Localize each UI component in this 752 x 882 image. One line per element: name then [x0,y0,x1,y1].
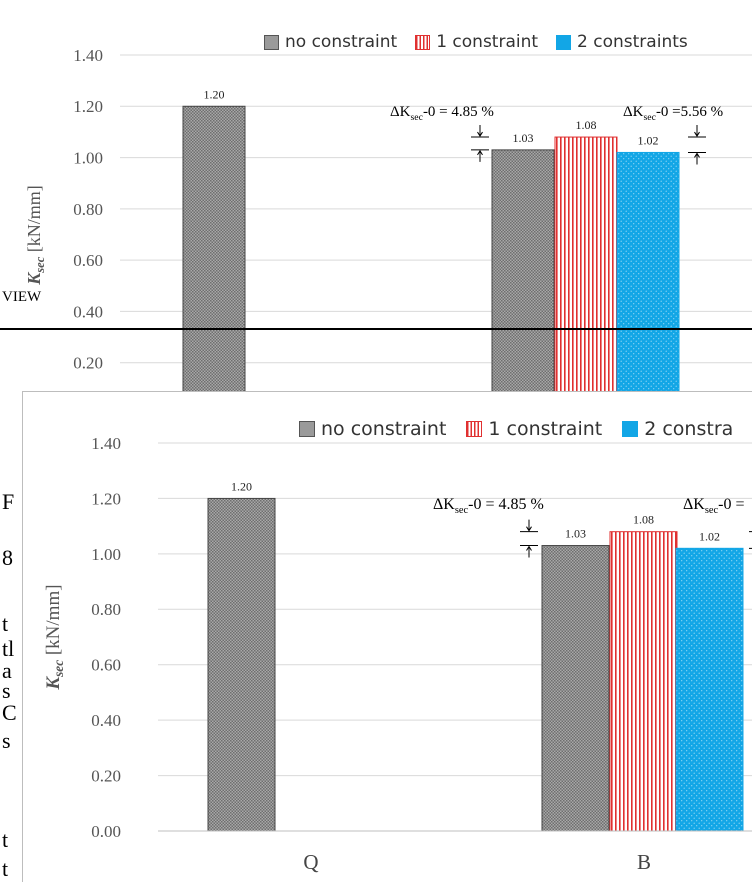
data-label: 1.20 [204,87,225,101]
y-tick-label: 1.40 [91,434,121,453]
annotation-arrow [477,125,483,138]
legend-label-2-constraints: 2 constraints [577,32,688,52]
legend-item-1-constraint: 1 constraint [466,418,602,440]
y-axis-title: Ksec [kN/mm] [24,185,47,286]
y-tick-label: 0.60 [91,656,121,675]
legend-item-2-constraints: 2 constra [622,418,733,440]
y-tick-label: 0.20 [91,767,121,786]
legend-swatch-1-constraint [466,421,483,437]
bar [675,547,744,832]
left-fragment: t [2,827,9,852]
legend-swatch-1-constraint [415,34,431,50]
bar [491,149,555,415]
legend-label-1-constraint: 1 constraint [488,418,603,440]
x-tick-label: Q [303,850,318,874]
legend-swatch-no-constraint [264,34,279,50]
y-tick-label: 0.20 [73,354,103,373]
x-tick-label: B [637,850,651,874]
data-label: 1.08 [633,513,654,527]
left-fragment: t [2,856,9,881]
legend-item-no-constraint: no constraint [264,32,397,52]
delta-annotation: ΔKsec-0 = 4.85 % [433,496,544,516]
y-tick-label: 1.00 [91,545,121,564]
data-label: 1.02 [638,133,659,147]
data-label: 1.03 [513,131,534,145]
chart-panel-bottom: 0.00 0.20 0.40 0.60 0.80 1.00 1.20 1.40 Ksec [kN… [22,391,752,882]
svg-text:Ksec [kN/mm]: Ksec [kN/mm] [43,584,66,690]
legend-label-no-constraint: no constraint [285,32,398,52]
bar [609,531,678,832]
legend-item-1-constraint: 1 constraint [415,32,538,52]
legend-label-no-constraint: no constraint [321,418,447,440]
legend-label-1-constraint: 1 constraint [436,32,539,52]
horizontal-divider [0,328,752,330]
annotation-arrow [477,149,483,162]
y-tick-label: 0.00 [91,822,121,841]
legend-swatch-2-constraints [622,421,639,437]
bar [182,105,246,415]
annotation-arrow [526,519,532,532]
delta-annotation: ΔKsec-0 =5.56 % [623,104,723,123]
delta-annotation: ΔKsec-0 = [683,496,744,516]
bar [554,136,618,415]
svg-text:Ksec [kN/mm]: Ksec [kN/mm] [24,185,47,286]
y-tick-label: 1.00 [73,149,103,168]
y-axis-title: Ksec [kN/mm] [43,584,66,690]
left-fragment: F [2,489,15,514]
chart-bottom: 0.00 0.20 0.40 0.60 0.80 1.00 1.20 1.40 Ksec [kN… [43,434,752,874]
y-tick-label: 0.40 [91,711,121,730]
y-tick-label: 0.40 [73,302,103,321]
data-label: 1.08 [576,118,597,132]
left-fragment: tl [2,636,15,661]
data-label: 1.02 [699,529,720,543]
overlay-label: VIEW [2,289,42,305]
data-label: 1.03 [565,527,586,541]
y-tick-label: 1.40 [73,46,103,65]
bar [616,151,680,415]
y-tick-label: 0.80 [73,200,103,219]
legend-item-2-constraints: 2 constraints [556,32,688,52]
chart-top: 0.20 0.40 0.60 0.80 1.00 1.20 1.40 Ksec [kN/mm]… [24,46,752,415]
y-tick-label: 1.20 [91,489,121,508]
bar [207,497,276,832]
left-fragment: s [2,678,11,703]
left-fragment: C [2,700,17,725]
y-tick-label: 0.80 [91,600,121,619]
legend-bottom: no constraint 1 constraint 2 constra [299,418,733,440]
y-tick-label: 0.60 [73,251,103,270]
data-label: 1.20 [231,479,252,493]
legend-label-2-constraints: 2 constra [644,418,734,440]
legend-item-no-constraint: no constraint [299,418,446,440]
legend-swatch-2-constraints [556,34,572,50]
y-tick-label: 1.20 [73,97,103,116]
legend-swatch-no-constraint [299,421,315,437]
annotation-arrow [694,152,700,165]
left-fragment: t [2,611,9,636]
annotation-arrow [526,545,532,558]
bar [541,545,610,832]
left-fragment: 8 [2,545,13,570]
annotation-arrow [694,125,700,138]
legend-top: no constraint 1 constraint 2 constraints [264,32,688,52]
left-fragment: a [2,658,12,683]
left-fragment: s [2,728,11,753]
delta-annotation: ΔKsec-0 = 4.85 % [390,104,494,123]
